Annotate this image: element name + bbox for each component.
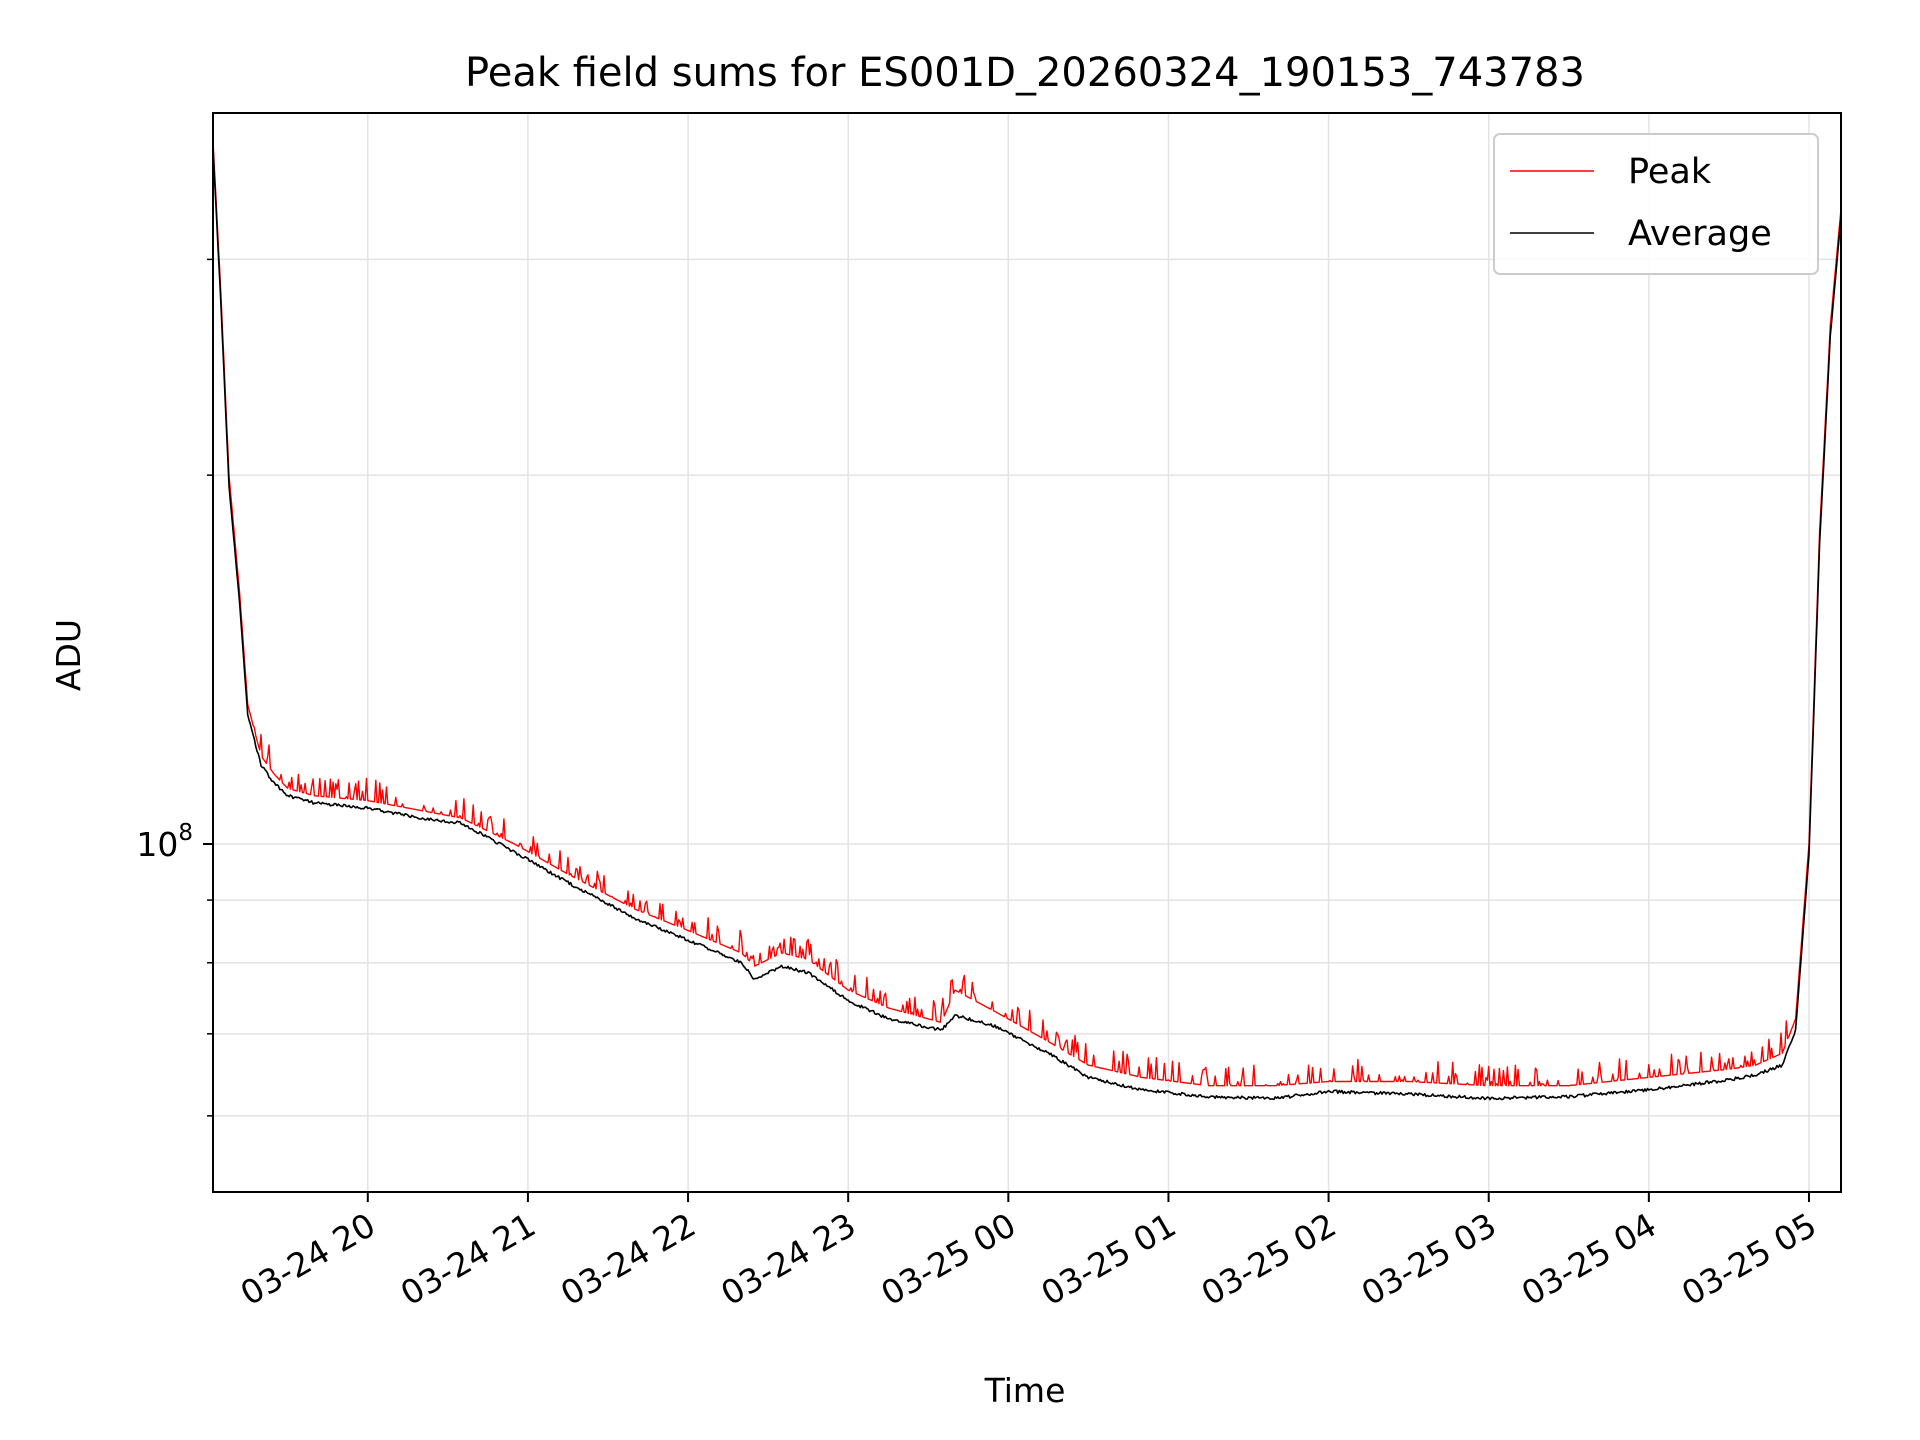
legend-average-label: Average — [1628, 214, 1772, 254]
plot-frame — [212, 112, 1842, 1193]
series-line-peak — [212, 140, 1842, 1087]
y-axis-label: ADU — [49, 619, 88, 691]
legend-peak-label: Peak — [1628, 152, 1712, 192]
grid — [213, 113, 1841, 1192]
chart-title: Peak field sums for ES001D_20260324_1901… — [465, 50, 1585, 96]
legend-box — [1493, 133, 1819, 275]
y-axis: 108 — [136, 258, 213, 1117]
series-layer — [212, 140, 1842, 1101]
series-line-average — [212, 147, 1842, 1101]
y-tick-label-exponent: 8 — [178, 820, 193, 846]
x-axis-label: Time — [984, 1371, 1066, 1410]
y-tick-label: 108 — [136, 820, 193, 864]
legend: Peak Average — [1493, 133, 1819, 275]
